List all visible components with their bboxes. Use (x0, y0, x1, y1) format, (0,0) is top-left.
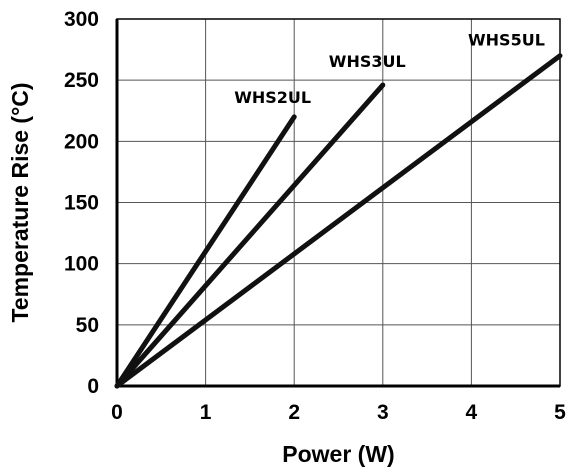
x-tick-label: 1 (200, 401, 212, 424)
y-tick-label: 50 (76, 314, 99, 337)
y-tick-label: 250 (64, 69, 99, 92)
x-tick-label: 4 (466, 401, 478, 424)
y-tick-label: 0 (87, 375, 99, 398)
x-tick-label: 5 (554, 401, 566, 424)
y-tick-label: 100 (64, 253, 99, 276)
x-tick-label: 2 (288, 401, 300, 424)
x-tick-label: 0 (111, 401, 123, 424)
series-line-whs5ul (114, 53, 563, 389)
series-label-layer: WHS2UL WHS3UL WHS5UL (234, 31, 545, 107)
series-label-whs3ul: WHS3UL (329, 52, 406, 71)
series-line-whs2ul (114, 114, 297, 389)
y-tick-label: 200 (64, 130, 99, 153)
series-layer (114, 53, 563, 389)
series-label-whs2ul: WHS2UL (234, 88, 311, 107)
x-axis-title: Power (W) (282, 441, 394, 467)
y-tick-label: 150 (64, 192, 99, 215)
y-tick-label: 300 (64, 8, 99, 31)
series-line-whs3ul (114, 82, 386, 389)
x-tick-label: 3 (377, 401, 389, 424)
series-label-whs5ul: WHS5UL (468, 31, 545, 50)
y-axis-title: Temperature Rise (°C) (7, 82, 33, 322)
grid-layer (115, 18, 561, 388)
